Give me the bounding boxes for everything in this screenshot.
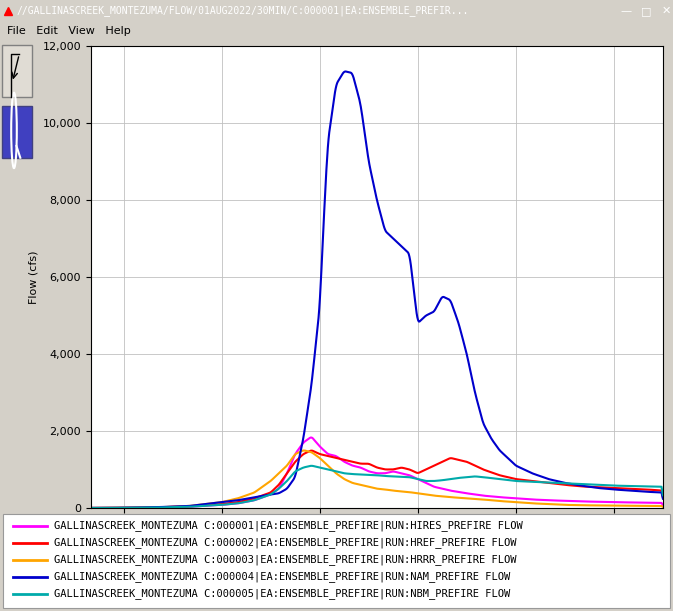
Text: GALLINASCREEK_MONTEZUMA C:000002|EA:ENSEMBLE_PREFIRE|RUN:HREF_PREFIRE FLOW: GALLINASCREEK_MONTEZUMA C:000002|EA:ENSE… (54, 538, 516, 549)
Text: GALLINASCREEK_MONTEZUMA C:000004|EA:ENSEMBLE_PREFIRE|RUN:NAM_PREFIRE FLOW: GALLINASCREEK_MONTEZUMA C:000004|EA:ENSE… (54, 571, 510, 582)
Text: //GALLINASCREEK_MONTEZUMA/FLOW/01AUG2022/30MIN/C:000001|EA:ENSEMBLE_PREFIR...: //GALLINASCREEK_MONTEZUMA/FLOW/01AUG2022… (17, 5, 469, 16)
Bar (2, 45, 32, 97)
Text: GALLINASCREEK_MONTEZUMA C:000005|EA:ENSEMBLE_PREFIRE|RUN:NBM_PREFIRE FLOW: GALLINASCREEK_MONTEZUMA C:000005|EA:ENSE… (54, 588, 510, 599)
Text: GALLINASCREEK_MONTEZUMA C:000003|EA:ENSEMBLE_PREFIRE|RUN:HRRR_PREFIRE FLOW: GALLINASCREEK_MONTEZUMA C:000003|EA:ENSE… (54, 555, 516, 565)
Text: □: □ (641, 6, 651, 16)
Text: —: — (621, 6, 631, 16)
Text: File   Edit   View   Help: File Edit View Help (7, 26, 131, 36)
Text: GALLINASCREEK_MONTEZUMA C:000001|EA:ENSEMBLE_PREFIRE|RUN:HIRES_PREFIRE FLOW: GALLINASCREEK_MONTEZUMA C:000001|EA:ENSE… (54, 521, 523, 532)
Text: 17Aug2022: 17Aug2022 (188, 547, 256, 560)
Text: 18Aug2022: 18Aug2022 (384, 547, 452, 560)
Text: ✕: ✕ (662, 6, 671, 16)
Bar (2, 106, 32, 158)
Y-axis label: Flow (cfs): Flow (cfs) (28, 251, 38, 304)
